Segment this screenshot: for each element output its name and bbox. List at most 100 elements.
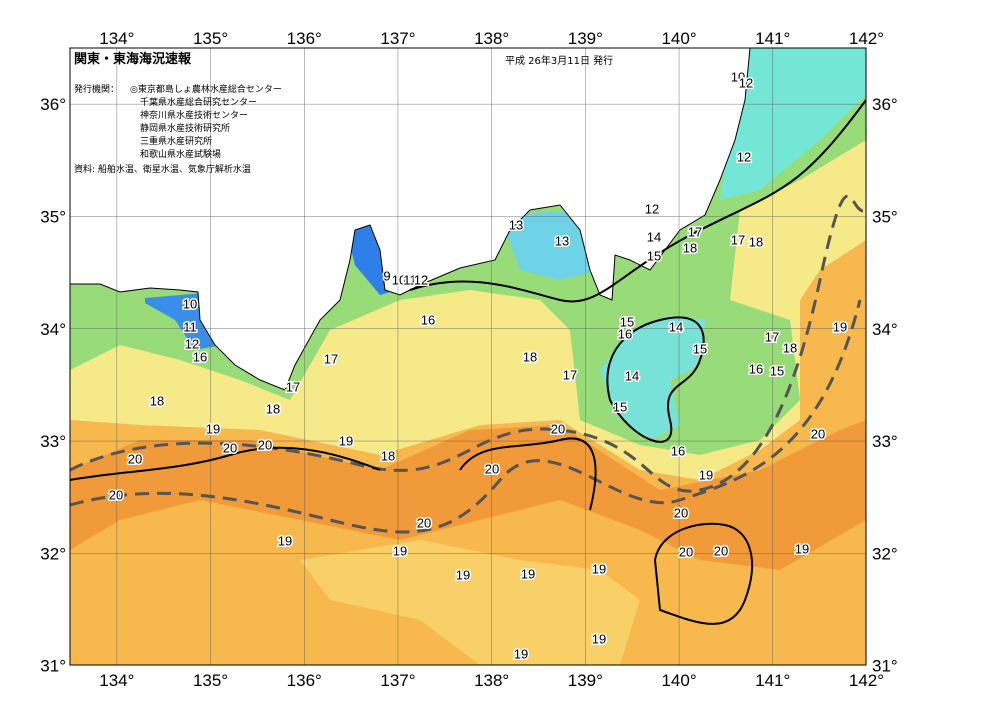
lon-tick-label-top: 134°	[99, 29, 134, 48]
lon-tick-label-top: 135°	[193, 29, 228, 48]
issuer: 三重県水産研究所	[140, 135, 212, 147]
contour-label: 16	[749, 361, 763, 376]
lat-tick-label-left: 32°	[40, 544, 66, 563]
contour-label: 20	[811, 426, 825, 441]
coastal-water	[500, 210, 600, 280]
lon-tick-label-bottom: 136°	[287, 671, 322, 690]
contour-label: 20	[128, 451, 142, 466]
lon-tick-label-bottom: 134°	[99, 671, 134, 690]
contour-label: 10	[392, 272, 406, 287]
lon-tick-label-bottom: 142°	[849, 671, 884, 690]
isotherm-15	[606, 316, 705, 443]
contour-label: 19	[699, 467, 713, 482]
contour-label: 16	[421, 312, 435, 327]
contour-label: 13	[509, 217, 523, 232]
contour-label: 16	[671, 443, 685, 458]
lat-tick-label-right: 33°	[872, 432, 898, 451]
title: 関東・東海海況速報	[74, 51, 192, 67]
lon-tick-label-bottom: 138°	[474, 671, 509, 690]
contour-label: 17	[324, 351, 338, 366]
map-area	[70, 48, 866, 665]
contour-label: 18	[381, 448, 395, 463]
lat-tick-label-right: 31°	[872, 657, 898, 676]
lat-tick-label-left: 36°	[40, 95, 66, 114]
contour-label: 19	[833, 319, 847, 334]
contour-label: 19	[393, 543, 407, 558]
cool-patch	[300, 540, 640, 665]
isotherm-20	[653, 522, 754, 625]
data-source: 資料: 船舶水温、衛星水温、気象庁解析水温	[74, 163, 251, 175]
lon-tick-label-top: 142°	[849, 29, 884, 48]
contour-label: 17	[563, 367, 577, 382]
contour-label: 20	[714, 543, 728, 558]
contour-label: 20	[258, 437, 272, 452]
issuer-list: ◎東京都島しょ農林水産総合センター千葉県水産総合研究センター神奈川県水産技術セン…	[130, 83, 282, 160]
contour-label: 18	[150, 393, 164, 408]
lon-tick-label-bottom: 135°	[193, 671, 228, 690]
contour-label: 18	[749, 234, 763, 249]
contour-label: 17	[688, 224, 702, 239]
isotherm-14	[409, 99, 866, 303]
map-frame	[69, 47, 867, 666]
lon-tick-label-top: 136°	[287, 29, 322, 48]
front-line	[70, 299, 862, 534]
contour-label: 19	[795, 541, 809, 556]
issuer: ◎東京都島しょ農林水産総合センター	[130, 83, 282, 95]
contour-label: 20	[109, 487, 123, 502]
lat-tick-label-right: 32°	[872, 544, 898, 563]
contour-label: 12	[739, 75, 753, 90]
contour-label: 14	[625, 368, 639, 383]
contour-label: 19	[592, 561, 606, 576]
ticks: 134° 134° 135° 135° 136° 136° 137° 137° 138° 138°…	[40, 29, 897, 690]
contour-label: 20	[674, 505, 688, 520]
contour-label: 11	[183, 319, 197, 334]
lon-tick-label-top: 141°	[755, 29, 790, 48]
issuer: 静岡県水産技術研究所	[140, 122, 230, 134]
lat-tick-label-left: 31°	[40, 657, 66, 676]
contour-label: 16	[618, 326, 632, 341]
contour-label: 20	[551, 421, 565, 436]
contour-label: 19	[278, 533, 292, 548]
contour-label: 18	[266, 401, 280, 416]
contour-label: 15	[647, 248, 661, 263]
issuer-label: 発行機関：	[74, 83, 119, 95]
contour-label: 17	[765, 329, 779, 344]
contour-label: 20	[417, 515, 431, 530]
contour-label: 16	[193, 349, 207, 364]
contour-label: 12	[185, 336, 199, 351]
lon-tick-label-bottom: 139°	[568, 671, 603, 690]
lon-tick-label-top: 140°	[661, 29, 696, 48]
contour-label: 19	[521, 566, 535, 581]
contour-label: 18	[523, 349, 537, 364]
issue-date: 平成 26年3月11日 発行	[505, 54, 613, 67]
cold-eddy	[600, 315, 705, 440]
contour-label: 10	[183, 296, 197, 311]
lon-tick-label-top: 139°	[568, 29, 603, 48]
contour-label: 20	[223, 440, 237, 455]
contour-label: 13	[555, 233, 569, 248]
lat-tick-label-right: 34°	[872, 320, 898, 339]
contour-label: 11	[403, 272, 417, 287]
contour-label: 19	[339, 433, 353, 448]
lat-tick-label-right: 35°	[872, 207, 898, 226]
isotherm-20	[70, 446, 381, 481]
cold-water	[720, 48, 866, 200]
lon-tick-label-bottom: 137°	[380, 671, 415, 690]
contour-label: 15	[620, 314, 634, 329]
contour-label: 12	[645, 201, 659, 216]
lat-tick-label-left: 35°	[40, 207, 66, 226]
lat-tick-label-left: 33°	[40, 432, 66, 451]
contour-label: 15	[770, 363, 784, 378]
contour-label: 14	[669, 319, 683, 334]
contour-label: 15	[693, 341, 707, 356]
contour-label: 17	[286, 379, 300, 394]
contour-label: 17	[731, 232, 745, 247]
isotherm-20	[459, 437, 597, 511]
lon-tick-label-top: 137°	[380, 29, 415, 48]
contour-label: 14	[647, 229, 661, 244]
contour-label: 20	[679, 544, 693, 559]
lon-tick-label-bottom: 141°	[755, 671, 790, 690]
contour-label: 10	[731, 69, 745, 84]
contour-label: 9	[383, 268, 390, 283]
contour-label: 19	[592, 631, 606, 646]
